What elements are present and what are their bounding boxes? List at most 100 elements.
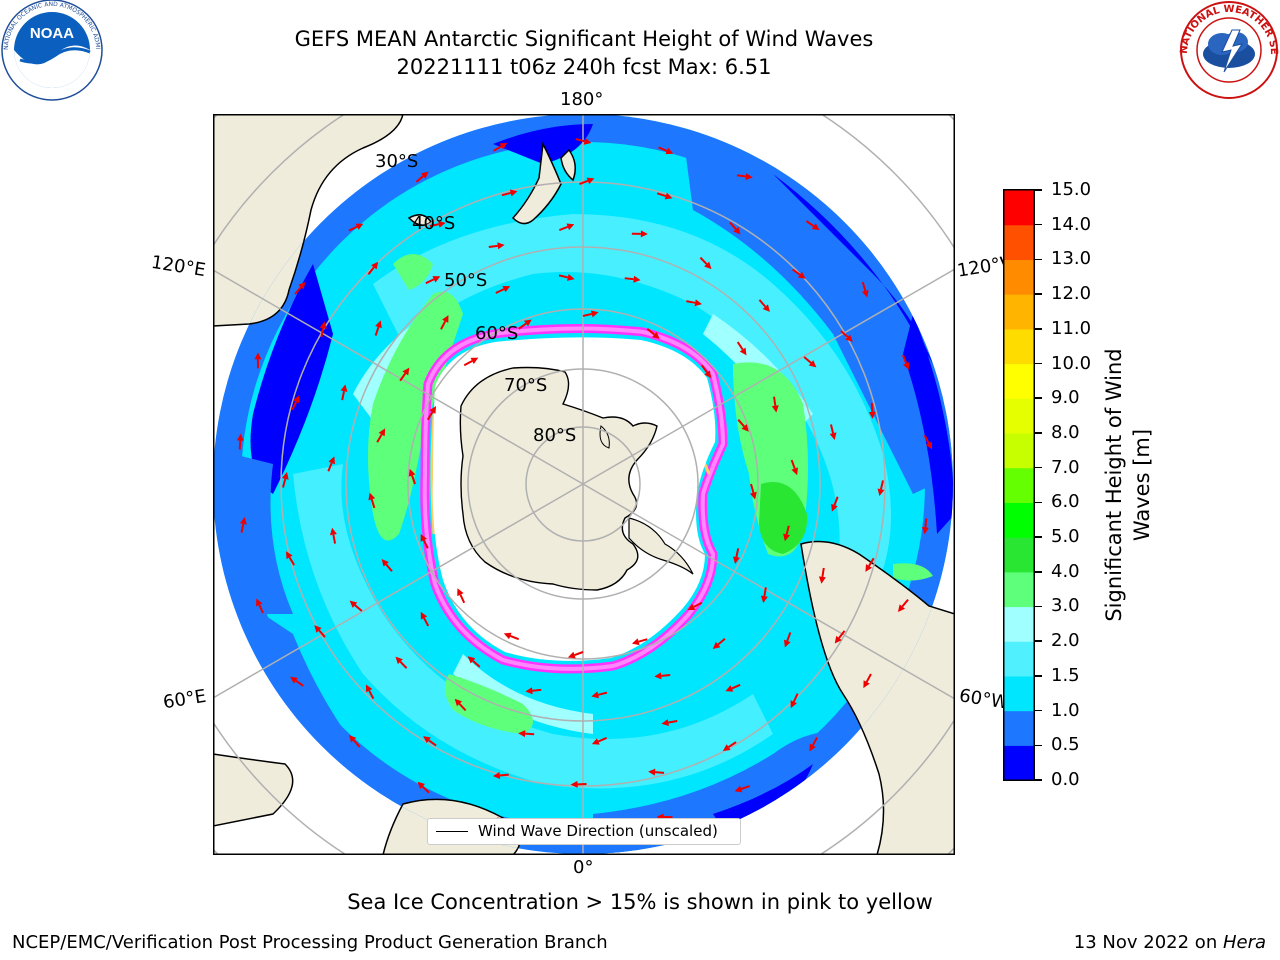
colorbar-bin xyxy=(1004,398,1034,434)
wave-direction-arrow xyxy=(591,736,608,745)
wave-direction-arrow xyxy=(923,434,933,450)
wave-direction-arrow xyxy=(687,601,703,611)
wave-direction-arrow xyxy=(426,406,437,421)
colorbar-bin xyxy=(1004,190,1034,226)
wave-direction-arrow xyxy=(239,517,247,533)
wave-direction-arrow xyxy=(840,330,853,342)
wave-direction-arrow xyxy=(340,384,348,401)
colorbar-tick-mark xyxy=(1035,709,1042,712)
wave-direction-arrow xyxy=(570,780,587,788)
colorbar-tick-mark xyxy=(1035,293,1042,295)
colorbar-label: Significant Height of Wind Waves [m] xyxy=(1100,85,1156,621)
wave-direction-arrow xyxy=(758,299,770,312)
colorbar-tick-mark xyxy=(1035,223,1042,226)
colorbar-tick-label: 8.0 xyxy=(1051,421,1080,443)
wave-direction-arrow xyxy=(818,567,826,584)
wave-direction-arrow xyxy=(877,480,885,497)
colorbar-tick-label: 10.0 xyxy=(1051,352,1092,374)
wave-direction-arrow xyxy=(329,527,337,544)
wave-direction-arrow xyxy=(291,395,300,411)
sea-ice-note: Sea Ice Concentration > 15% is shown in … xyxy=(347,890,933,914)
legend-line-icon xyxy=(436,831,468,832)
wave-direction-arrow xyxy=(367,261,379,275)
wave-direction-arrow xyxy=(294,281,306,295)
wave-direction-arrow xyxy=(365,684,375,700)
colorbar-tick-mark xyxy=(1035,640,1042,642)
wave-direction-arrow xyxy=(236,433,244,450)
wave-direction-arrow xyxy=(488,242,505,250)
wave-direction-arrow xyxy=(429,220,446,228)
wave-direction-arrow xyxy=(736,173,753,181)
wave-direction-arrow xyxy=(783,632,792,648)
nws-logo: NATIONAL WEATHER SERVICE xyxy=(1178,0,1279,99)
colorbar-tick-mark xyxy=(1035,362,1042,365)
colorbar-tick-mark xyxy=(1035,432,1042,434)
colorbar-bin xyxy=(1004,745,1034,781)
wave-direction-arrow xyxy=(290,676,304,687)
wave-direction-arrow xyxy=(525,687,542,695)
colorbar-bin xyxy=(1004,571,1034,608)
wave-direction-arrow xyxy=(440,315,449,330)
wave-direction-arrow xyxy=(783,525,790,542)
colorbar-tick-label: 2.0 xyxy=(1051,630,1080,652)
colorbar-bin xyxy=(1004,641,1034,677)
wave-direction-arrow xyxy=(868,402,876,419)
wave-direction-arrow xyxy=(661,719,678,726)
wave-direction-arrow xyxy=(503,632,520,641)
wave-direction-arrow xyxy=(591,691,608,699)
wave-direction-arrow xyxy=(558,274,575,281)
colorbar-tick-mark xyxy=(1035,605,1042,608)
wave-direction-arrow xyxy=(374,320,382,336)
wave-direction-arrow xyxy=(729,221,741,235)
wave-direction-arrow xyxy=(897,598,909,612)
wave-direction-arrow xyxy=(314,625,326,638)
colorbar-tick-label: 12.0 xyxy=(1051,283,1092,305)
footer-system: Hera xyxy=(1222,932,1266,953)
wave-direction-arrow xyxy=(921,518,929,535)
wave-direction-arrow xyxy=(699,256,712,270)
footer-credit: NCEP/EMC/Verification Post Processing Pr… xyxy=(12,932,608,953)
wave-direction-arrow xyxy=(865,557,875,572)
colorbar-bin xyxy=(1004,259,1034,295)
wave-direction-arrow xyxy=(518,319,532,330)
colorbar-tick-mark xyxy=(1035,466,1042,469)
wave-direction-arrow xyxy=(631,230,648,238)
wave-direction-arrow xyxy=(463,357,479,367)
wave-direction-arrow xyxy=(467,656,481,668)
antarctica xyxy=(459,366,658,591)
colorbar-tick-label: 6.0 xyxy=(1051,491,1080,513)
wave-direction-arrow xyxy=(790,693,799,709)
wave-direction-arrow xyxy=(376,428,386,443)
wave-direction-arrow xyxy=(454,698,467,712)
lat-label-60s: 60°S xyxy=(475,323,519,344)
wave-direction-arrow xyxy=(417,781,430,794)
colorbar-tick-label: 0.5 xyxy=(1051,734,1080,756)
wave-direction-arrow xyxy=(492,772,509,779)
colorbar-bin xyxy=(1004,675,1034,712)
lat-label-50s: 50°S xyxy=(444,270,488,291)
wave-direction-arrow xyxy=(736,341,747,356)
colorbar-bin xyxy=(1004,224,1034,261)
colorbar-tick-mark xyxy=(1035,536,1042,538)
colorbar-tick-label: 14.0 xyxy=(1051,213,1092,235)
lon-label-0: 0° xyxy=(573,857,594,878)
wave-direction-arrow xyxy=(348,223,364,232)
wave-direction-arrow xyxy=(319,321,327,338)
wave-direction-arrow xyxy=(790,459,799,476)
colorbar-bin xyxy=(1004,710,1034,746)
wave-direction-arrow xyxy=(495,285,511,294)
wave-direction-arrow xyxy=(420,533,429,549)
wave-direction-arrow xyxy=(399,367,410,382)
wave-direction-arrow xyxy=(567,651,584,659)
wave-direction-arrow xyxy=(760,587,768,604)
wave-direction-arrow xyxy=(803,356,817,368)
wave-direction-arrow xyxy=(281,472,289,488)
colorbar-bin xyxy=(1004,502,1034,538)
wave-direction-arrow xyxy=(415,171,429,183)
colorbar-tick-label: 1.0 xyxy=(1051,699,1080,721)
colorbar-bin xyxy=(1004,328,1034,365)
wave-direction-arrow xyxy=(700,364,712,379)
wave-direction-arrow xyxy=(771,396,779,413)
wave-direction-arrow xyxy=(381,558,393,572)
wave-direction-arrow xyxy=(368,492,376,509)
